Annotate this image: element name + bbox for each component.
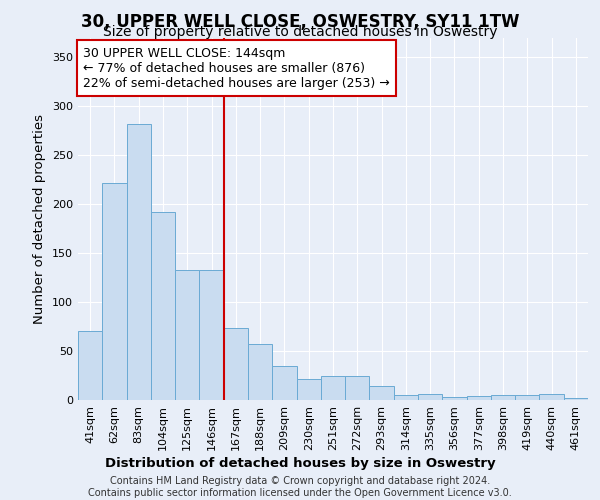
Text: Distribution of detached houses by size in Oswestry: Distribution of detached houses by size … bbox=[104, 458, 496, 470]
Bar bbox=[539, 394, 564, 400]
Bar bbox=[127, 124, 151, 400]
Bar bbox=[394, 395, 418, 400]
Bar bbox=[248, 344, 272, 400]
Bar bbox=[102, 184, 127, 400]
Bar bbox=[224, 328, 248, 400]
Bar bbox=[515, 395, 539, 400]
Text: 30, UPPER WELL CLOSE, OSWESTRY, SY11 1TW: 30, UPPER WELL CLOSE, OSWESTRY, SY11 1TW bbox=[81, 12, 519, 30]
Bar bbox=[418, 394, 442, 400]
Bar bbox=[467, 396, 491, 400]
Bar bbox=[78, 332, 102, 400]
Bar bbox=[491, 395, 515, 400]
Text: Size of property relative to detached houses in Oswestry: Size of property relative to detached ho… bbox=[103, 25, 497, 39]
Text: 30 UPPER WELL CLOSE: 144sqm
← 77% of detached houses are smaller (876)
22% of se: 30 UPPER WELL CLOSE: 144sqm ← 77% of det… bbox=[83, 46, 390, 90]
Bar bbox=[151, 212, 175, 400]
Bar bbox=[345, 376, 370, 400]
Text: Contains HM Land Registry data © Crown copyright and database right 2024.
Contai: Contains HM Land Registry data © Crown c… bbox=[88, 476, 512, 498]
Y-axis label: Number of detached properties: Number of detached properties bbox=[34, 114, 46, 324]
Bar bbox=[370, 386, 394, 400]
Bar bbox=[272, 366, 296, 400]
Bar bbox=[296, 380, 321, 400]
Bar bbox=[321, 376, 345, 400]
Bar bbox=[564, 398, 588, 400]
Bar bbox=[199, 270, 224, 400]
Bar bbox=[175, 270, 199, 400]
Bar bbox=[442, 397, 467, 400]
